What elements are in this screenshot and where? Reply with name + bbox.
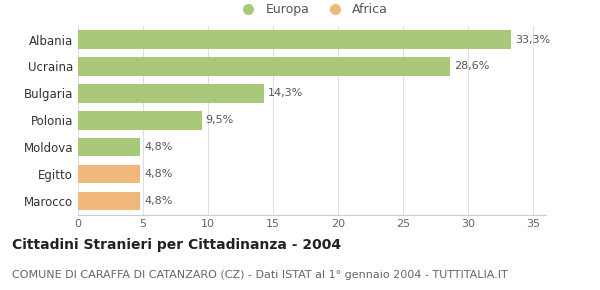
Text: 28,6%: 28,6% (454, 61, 489, 72)
Legend: Europa, Africa: Europa, Africa (231, 0, 393, 21)
Text: Cittadini Stranieri per Cittadinanza - 2004: Cittadini Stranieri per Cittadinanza - 2… (12, 238, 341, 252)
Bar (78, 192, 140, 210)
Text: 4,8%: 4,8% (145, 169, 173, 179)
Text: 14,3%: 14,3% (268, 88, 303, 98)
Bar (78, 57, 450, 76)
Bar (78, 165, 140, 183)
Bar (78, 30, 511, 49)
Bar (78, 138, 140, 156)
Text: 33,3%: 33,3% (515, 35, 550, 45)
Text: COMUNE DI CARAFFA DI CATANZARO (CZ) - Dati ISTAT al 1° gennaio 2004 - TUTTITALIA: COMUNE DI CARAFFA DI CATANZARO (CZ) - Da… (12, 270, 508, 280)
Text: 4,8%: 4,8% (145, 196, 173, 206)
Bar (78, 111, 202, 130)
Bar (78, 84, 264, 103)
Text: 9,5%: 9,5% (205, 115, 233, 125)
Text: 4,8%: 4,8% (145, 142, 173, 152)
